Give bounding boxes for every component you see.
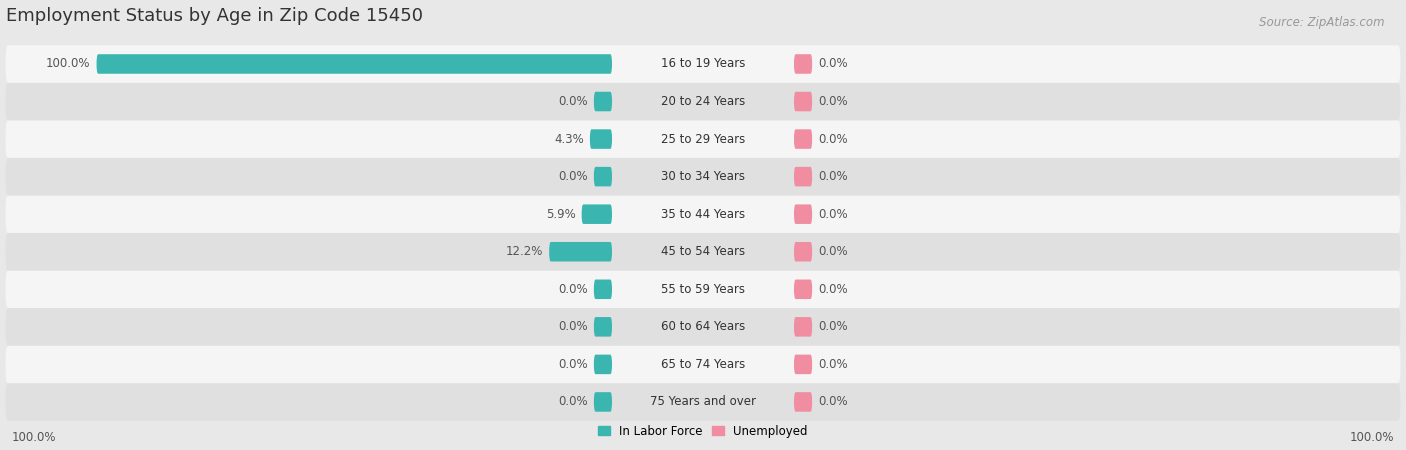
FancyBboxPatch shape	[794, 242, 813, 261]
Text: 12.2%: 12.2%	[506, 245, 543, 258]
Text: 25 to 29 Years: 25 to 29 Years	[661, 133, 745, 146]
Text: 100.0%: 100.0%	[11, 431, 56, 444]
Text: 0.0%: 0.0%	[818, 133, 848, 146]
FancyBboxPatch shape	[591, 129, 612, 149]
Text: 55 to 59 Years: 55 to 59 Years	[661, 283, 745, 296]
Text: 75 Years and over: 75 Years and over	[650, 396, 756, 409]
FancyBboxPatch shape	[794, 355, 813, 374]
Text: 45 to 54 Years: 45 to 54 Years	[661, 245, 745, 258]
FancyBboxPatch shape	[794, 317, 813, 337]
FancyBboxPatch shape	[593, 355, 612, 374]
Text: 0.0%: 0.0%	[818, 396, 848, 409]
Text: 0.0%: 0.0%	[818, 170, 848, 183]
Text: 0.0%: 0.0%	[558, 320, 588, 333]
FancyBboxPatch shape	[550, 242, 612, 261]
FancyBboxPatch shape	[593, 317, 612, 337]
Text: 20 to 24 Years: 20 to 24 Years	[661, 95, 745, 108]
Text: 100.0%: 100.0%	[46, 58, 90, 71]
Text: 0.0%: 0.0%	[818, 245, 848, 258]
FancyBboxPatch shape	[794, 392, 813, 412]
FancyBboxPatch shape	[6, 83, 1400, 120]
Text: Source: ZipAtlas.com: Source: ZipAtlas.com	[1260, 16, 1385, 29]
FancyBboxPatch shape	[794, 167, 813, 186]
Text: 0.0%: 0.0%	[818, 320, 848, 333]
Text: Employment Status by Age in Zip Code 15450: Employment Status by Age in Zip Code 154…	[6, 7, 423, 25]
Text: 0.0%: 0.0%	[818, 283, 848, 296]
FancyBboxPatch shape	[593, 279, 612, 299]
Text: 0.0%: 0.0%	[558, 170, 588, 183]
Text: 35 to 44 Years: 35 to 44 Years	[661, 208, 745, 220]
FancyBboxPatch shape	[794, 279, 813, 299]
FancyBboxPatch shape	[794, 204, 813, 224]
Text: 5.9%: 5.9%	[546, 208, 575, 220]
FancyBboxPatch shape	[794, 92, 813, 111]
Text: 65 to 74 Years: 65 to 74 Years	[661, 358, 745, 371]
Text: 100.0%: 100.0%	[1350, 431, 1395, 444]
FancyBboxPatch shape	[6, 45, 1400, 83]
Text: 0.0%: 0.0%	[818, 58, 848, 71]
FancyBboxPatch shape	[6, 195, 1400, 233]
FancyBboxPatch shape	[593, 392, 612, 412]
FancyBboxPatch shape	[794, 54, 813, 74]
Text: 4.3%: 4.3%	[554, 133, 583, 146]
Text: 0.0%: 0.0%	[818, 208, 848, 220]
FancyBboxPatch shape	[794, 129, 813, 149]
Legend: In Labor Force, Unemployed: In Labor Force, Unemployed	[598, 425, 808, 438]
Text: 30 to 34 Years: 30 to 34 Years	[661, 170, 745, 183]
FancyBboxPatch shape	[6, 233, 1400, 270]
Text: 0.0%: 0.0%	[558, 396, 588, 409]
Text: 16 to 19 Years: 16 to 19 Years	[661, 58, 745, 71]
FancyBboxPatch shape	[593, 167, 612, 186]
FancyBboxPatch shape	[6, 120, 1400, 158]
FancyBboxPatch shape	[6, 270, 1400, 308]
FancyBboxPatch shape	[582, 204, 612, 224]
FancyBboxPatch shape	[6, 383, 1400, 421]
Text: 0.0%: 0.0%	[558, 358, 588, 371]
Text: 0.0%: 0.0%	[818, 358, 848, 371]
FancyBboxPatch shape	[6, 158, 1400, 195]
FancyBboxPatch shape	[97, 54, 612, 74]
FancyBboxPatch shape	[6, 308, 1400, 346]
FancyBboxPatch shape	[6, 346, 1400, 383]
Text: 0.0%: 0.0%	[558, 95, 588, 108]
Text: 0.0%: 0.0%	[818, 95, 848, 108]
Text: 60 to 64 Years: 60 to 64 Years	[661, 320, 745, 333]
Text: 0.0%: 0.0%	[558, 283, 588, 296]
FancyBboxPatch shape	[593, 92, 612, 111]
